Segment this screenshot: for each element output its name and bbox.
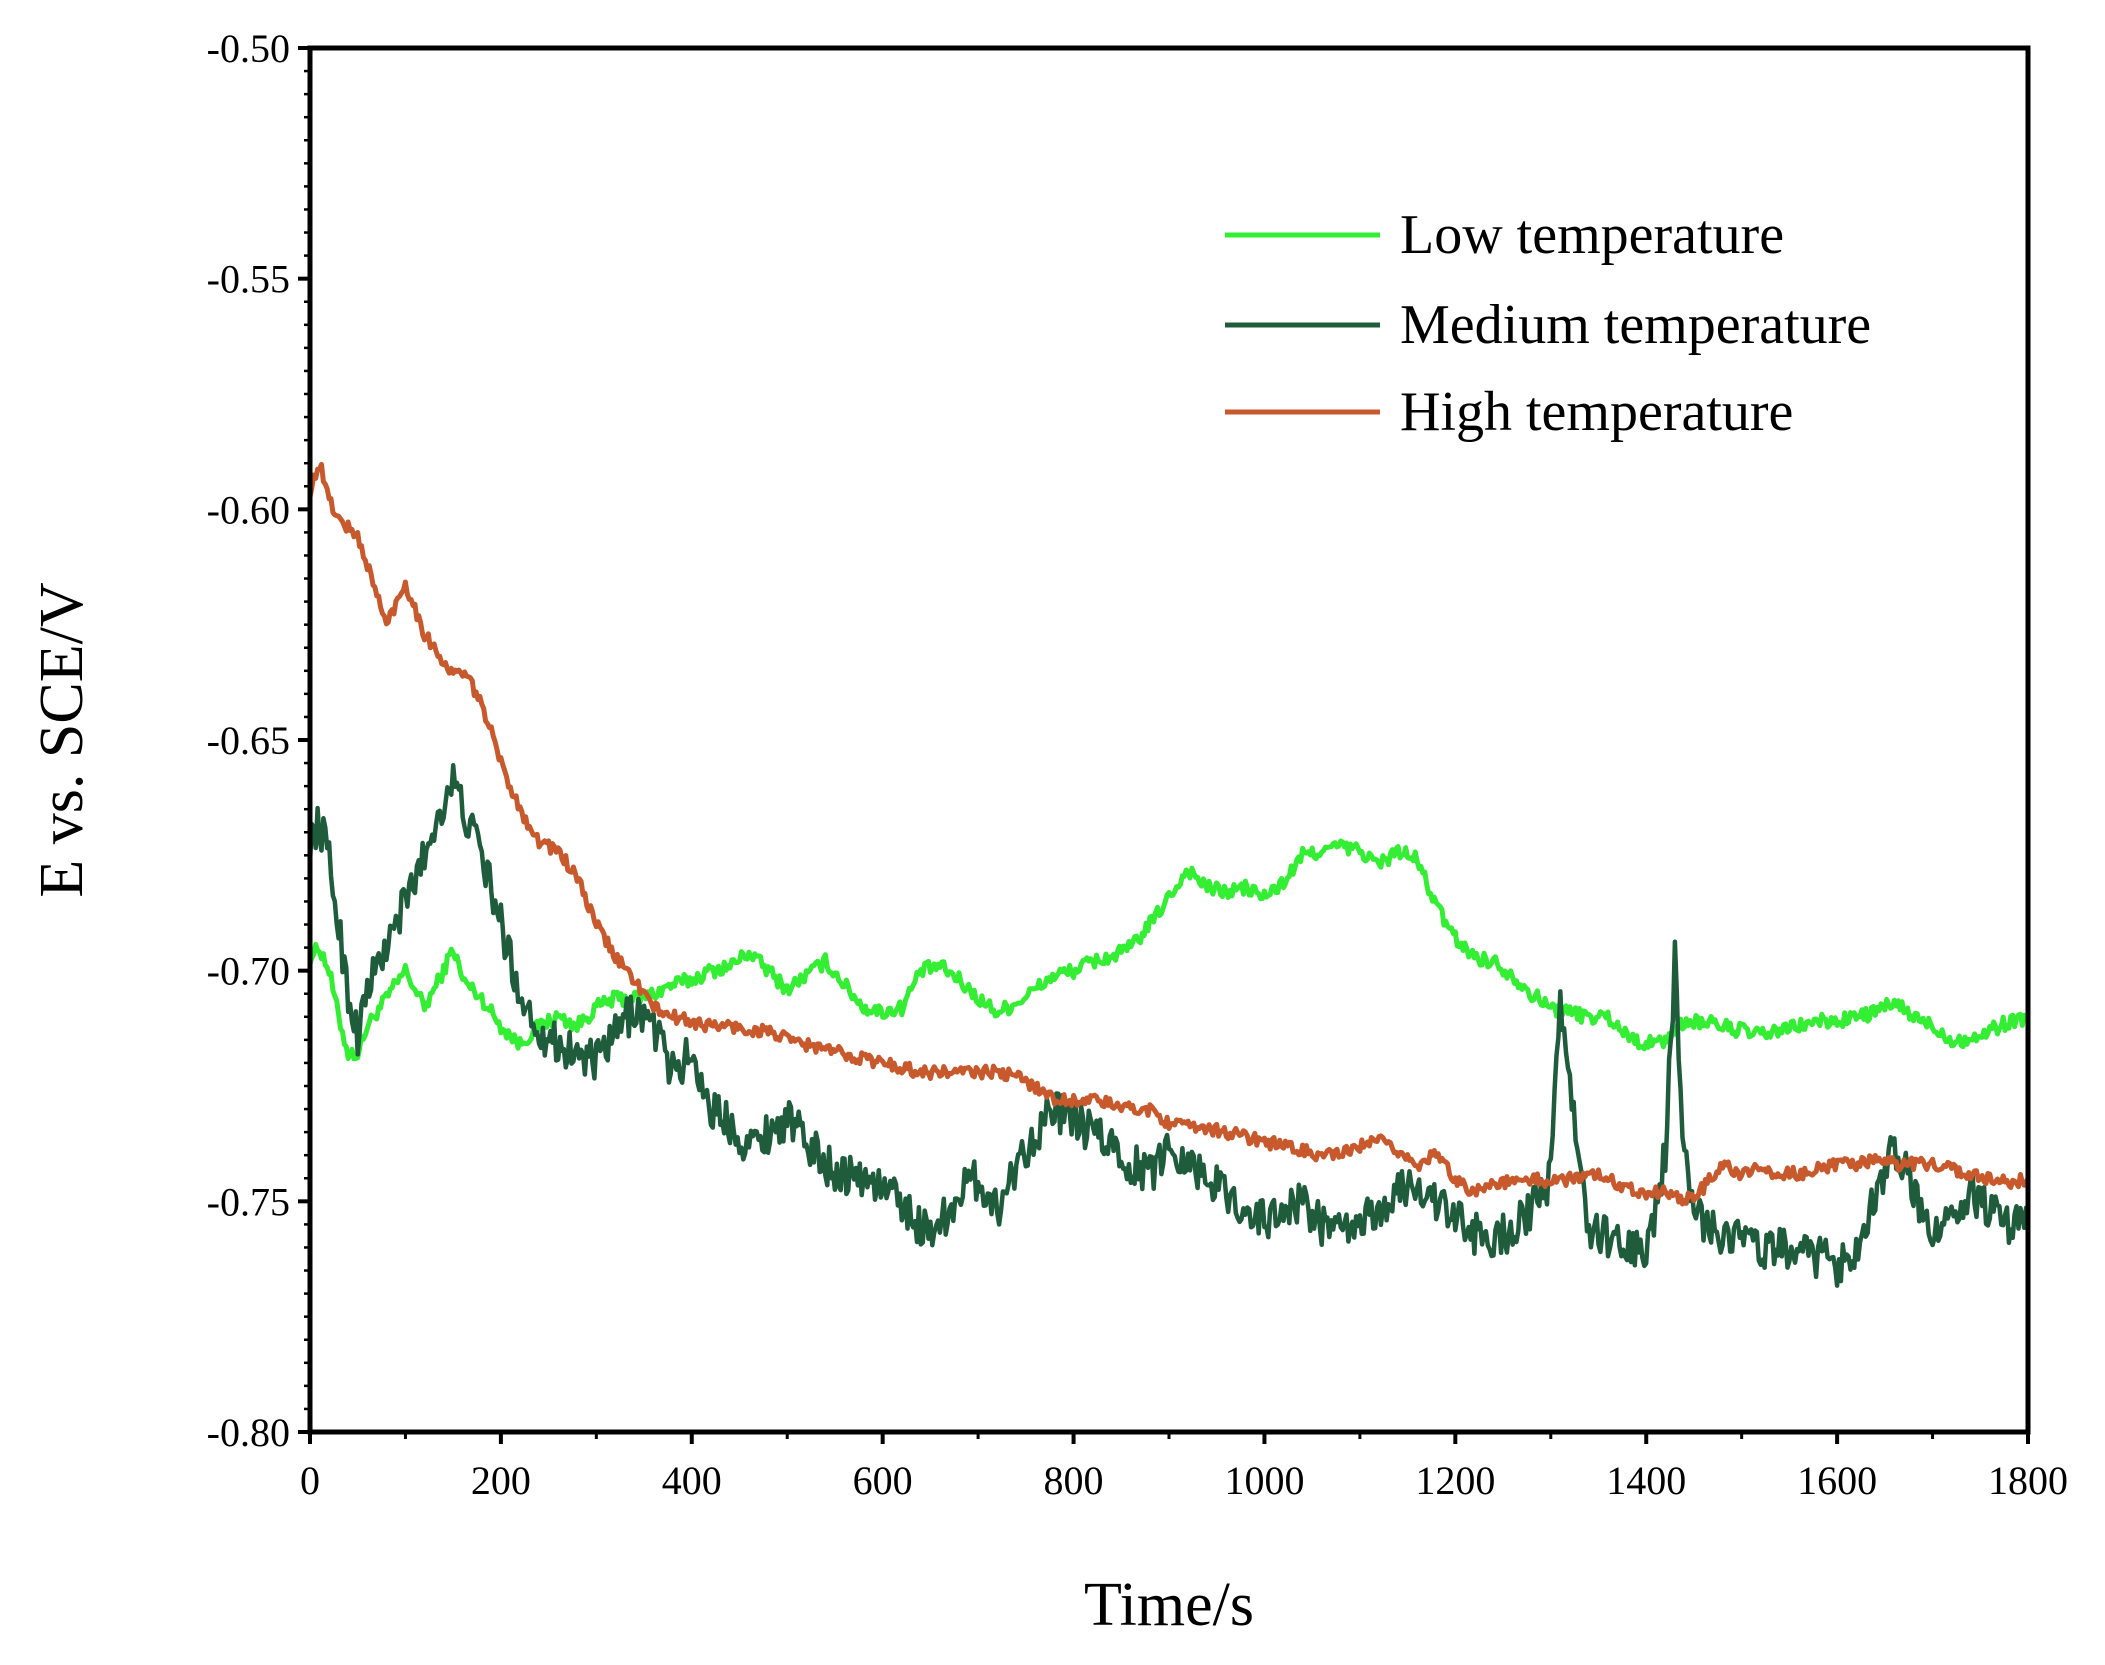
ticks-layer: 0 200 400 600 800 1000 1200 1400 1600 1800 -0.80 -0… — [207, 26, 2068, 1503]
legend: Low temperature Medium temperature High … — [1225, 204, 1871, 443]
y-tick-label: -0.60 — [207, 487, 290, 532]
x-tick-label: 0 — [300, 1458, 320, 1503]
x-tick-label: 1600 — [1797, 1458, 1877, 1503]
legend-label-medium-temperature: Medium temperature — [1400, 294, 1871, 356]
y-axis-title: E vs. SCE/V — [28, 582, 96, 897]
y-tick-label: -0.50 — [207, 26, 290, 71]
x-tick-label: 800 — [1044, 1458, 1104, 1503]
y-tick-label: -0.75 — [207, 1179, 290, 1224]
y-tick-label: -0.70 — [207, 949, 290, 994]
x-tick-label: 1200 — [1415, 1458, 1495, 1503]
series-layer — [307, 461, 2031, 1288]
y-tick-label: -0.55 — [207, 257, 290, 302]
series-line-high-temperature — [307, 461, 2031, 1207]
x-axis-title: Time/s — [1084, 1571, 1254, 1639]
series-line-low-temperature — [307, 838, 2030, 1062]
x-tick-label: 1000 — [1224, 1458, 1304, 1503]
legend-label-high-temperature: High temperature — [1400, 381, 1793, 443]
legend-label-low-temperature: Low temperature — [1400, 204, 1784, 266]
y-tick-label: -0.65 — [207, 718, 290, 763]
x-tick-label: 1800 — [1988, 1458, 2068, 1503]
x-tick-label: 600 — [853, 1458, 913, 1503]
y-tick-label: -0.80 — [207, 1410, 290, 1455]
series-line-medium-temperature — [307, 763, 2031, 1288]
x-tick-label: 400 — [662, 1458, 722, 1503]
x-tick-label: 200 — [471, 1458, 531, 1503]
x-tick-label: 1400 — [1606, 1458, 1686, 1503]
